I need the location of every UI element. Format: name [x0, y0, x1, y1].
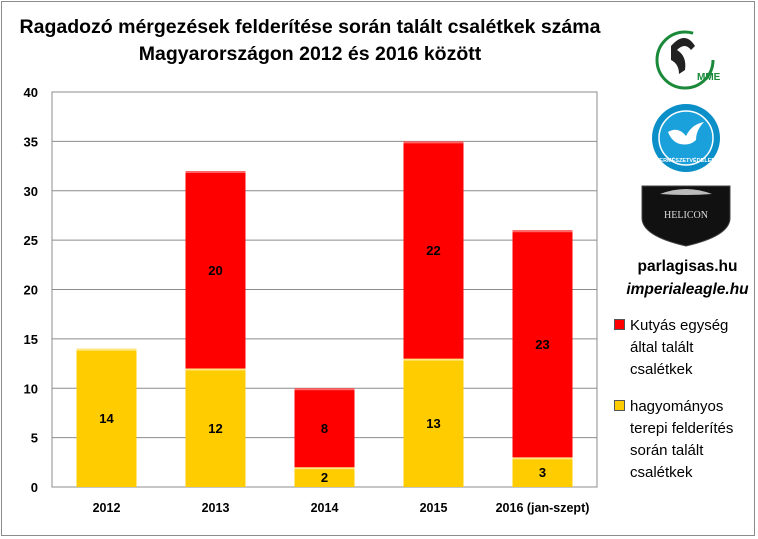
y-tick-label: 30 — [24, 184, 38, 199]
legend-item-yellow: hagyományos terepi felderítés során talá… — [614, 396, 758, 486]
x-tick-label: 2012 — [93, 501, 121, 515]
y-tick-label: 25 — [24, 233, 38, 248]
y-tick-label: 20 — [24, 283, 38, 298]
helicon-logo: HELICON — [638, 180, 734, 248]
y-tick-label: 10 — [24, 381, 38, 396]
x-tick-label: 2016 (jan-szept) — [496, 501, 590, 515]
site-link-parlagisas[interactable]: parlagisas.hu — [637, 258, 738, 275]
data-label: 2 — [321, 470, 328, 485]
legend-swatch-yellow — [614, 400, 625, 411]
chart-title: Ragadozó mérgezések felderítése során ta… — [19, 16, 601, 65]
y-tick-label: 35 — [24, 134, 38, 149]
legend-label-yellow: hagyományos terepi felderítés során talá… — [630, 398, 734, 481]
bar-segment — [294, 388, 355, 468]
y-tick-label: 15 — [24, 332, 38, 347]
data-label: 14 — [99, 411, 114, 426]
x-axis-labels: 2012 2013 2014 2015 2016 (jan-szept) — [93, 501, 590, 515]
data-label: 22 — [426, 243, 440, 258]
data-label: 13 — [426, 416, 440, 431]
y-tick-label: 0 — [31, 480, 38, 495]
bar-segment — [185, 171, 246, 369]
x-tick-label: 2013 — [202, 501, 230, 515]
bar-segment — [403, 358, 464, 487]
y-axis-labels: 0 5 10 15 20 25 30 35 40 — [24, 85, 38, 495]
data-label: 12 — [208, 421, 222, 436]
y-tick-label: 5 — [31, 431, 38, 446]
data-label: 20 — [208, 263, 222, 278]
legend-item-red: Kutyás egység által talált csalétkek — [614, 315, 758, 385]
x-tick-label: 2015 — [420, 501, 448, 515]
bar-segment — [512, 457, 573, 487]
bar-segment — [403, 141, 464, 359]
svg-text:MME: MME — [697, 72, 721, 83]
data-label: 23 — [535, 337, 549, 352]
site-link-imperialeagle[interactable]: imperialeagle.hu — [626, 281, 749, 298]
legend-swatch-red — [614, 319, 625, 330]
mme-logo: MME — [645, 24, 727, 92]
bar-segment — [185, 368, 246, 487]
termeszetvedelem-logo: TERMÉSZETVÉDELEM — [646, 98, 726, 178]
bar-segment — [294, 467, 355, 487]
svg-text:TERMÉSZETVÉDELEM: TERMÉSZETVÉDELEM — [656, 156, 716, 164]
legend-label-red: Kutyás egység által talált csalétkek — [630, 317, 729, 378]
x-tick-label: 2014 — [311, 501, 339, 515]
svg-text:HELICON: HELICON — [664, 210, 708, 221]
bar-segment — [512, 230, 573, 458]
bar-segment — [76, 348, 137, 487]
y-tick-label: 40 — [24, 85, 38, 100]
gridlines — [52, 140, 597, 439]
data-label: 8 — [321, 421, 328, 436]
data-label: 3 — [539, 465, 546, 480]
